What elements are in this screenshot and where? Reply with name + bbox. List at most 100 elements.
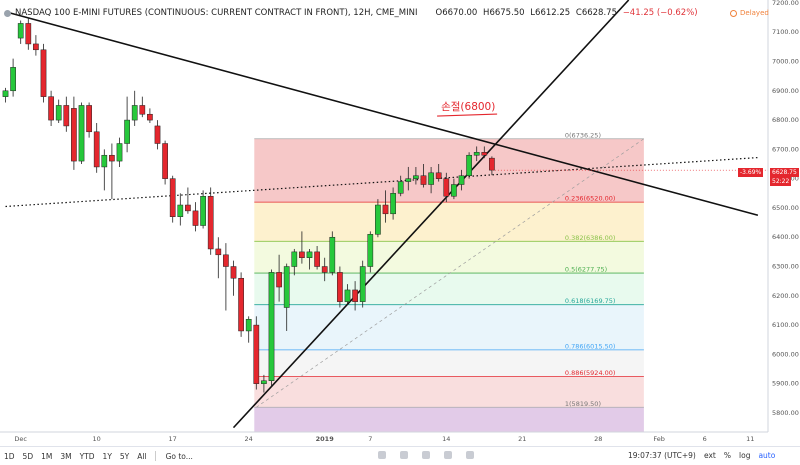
fib-zone-5 (254, 349, 644, 377)
fib-zone-6 (254, 376, 644, 408)
range-button-5d[interactable]: 5D (22, 451, 34, 461)
stop-loss-label: 손절(6800) (441, 100, 495, 113)
candle-body (200, 195, 206, 226)
candle-body (405, 178, 412, 182)
candle-body (443, 178, 450, 197)
candle-body (109, 154, 115, 162)
chart-header: NASDAQ 100 E-MINI FUTURES (CONTINUOUS: C… (0, 0, 768, 26)
toolbar-separator (154, 451, 156, 461)
reset-icon[interactable] (466, 451, 474, 459)
delayed-badge: Delayed (730, 9, 769, 17)
time-tick-label: 17 (169, 435, 177, 443)
range-button-1m[interactable]: 1M (41, 451, 53, 461)
price-tick-label: 6300.00 (772, 263, 799, 271)
fib-label-1: 0.236(6520.00) (565, 195, 616, 203)
fib-label-2: 0.382(6386.00) (565, 234, 616, 242)
candle-body (359, 266, 366, 302)
candle-body (329, 236, 336, 273)
candle-body (321, 266, 328, 273)
candle-body (451, 184, 457, 197)
candle-body (352, 289, 358, 302)
auto-toggle[interactable]: auto (758, 451, 776, 460)
candle-body (177, 204, 184, 217)
range-button-3m[interactable]: 3M (60, 451, 72, 461)
time-tick-label: 21 (518, 435, 526, 443)
symbol-title: NASDAQ 100 E-MINI FUTURES (CONTINUOUS: C… (15, 8, 418, 18)
range-button-5y[interactable]: 5Y (119, 451, 130, 461)
candle-body (435, 172, 442, 179)
candle-body (71, 108, 77, 162)
candle-body (116, 143, 123, 162)
fib-label-4: 0.618(6169.75) (565, 297, 616, 305)
candle-body (17, 23, 24, 39)
ext-toggle[interactable]: ext (704, 451, 716, 460)
ohlc-readout: O6670.00 H6675.50 L6612.25 C6628.75 −41.… (436, 8, 701, 18)
high-value: H6675.50 (483, 8, 525, 18)
goto-label: Go to... (165, 451, 193, 461)
time-tick-label: 11 (746, 435, 754, 443)
stop-loss-underline (437, 113, 498, 117)
symbol-info[interactable]: NASDAQ 100 E-MINI FUTURES (CONTINUOUS: C… (4, 8, 418, 18)
price-tick-label: 5900.00 (772, 380, 799, 388)
candle-body (382, 204, 389, 215)
candle-body (55, 105, 62, 121)
candle-body (268, 272, 275, 381)
candle-body (192, 210, 199, 226)
trendline-uptrend[interactable] (232, 0, 630, 429)
candle-body (169, 178, 176, 217)
candle-body (2, 90, 9, 97)
trendline-horizontal-trend[interactable] (5, 156, 758, 208)
change-value: −41.25 (−0.62%) (622, 8, 698, 18)
price-tick-label: 7000.00 (772, 58, 799, 66)
fib-label-7: 1(5819.50) (565, 400, 601, 408)
price-tick-label: 6900.00 (772, 87, 799, 95)
candle-body (466, 154, 472, 176)
range-button-1d[interactable]: 1D (4, 451, 15, 461)
delayed-label: Delayed (740, 9, 769, 17)
fib-zone-1 (254, 202, 644, 242)
range-button-1y[interactable]: 1Y (102, 451, 112, 461)
log-toggle[interactable]: log (739, 451, 751, 460)
candle-body (215, 248, 222, 256)
goto-button[interactable]: Go to... (166, 452, 193, 461)
last-price-badge: 6628.75 (770, 168, 799, 177)
candle-body (147, 113, 153, 121)
time-tick-label: 7 (368, 435, 372, 443)
time-tick-label: Feb (653, 435, 665, 443)
candle-body (489, 157, 495, 171)
candle-body (25, 23, 32, 45)
fib-label-0: 0(6736.25) (565, 131, 601, 139)
range-button-ytd[interactable]: YTD (79, 451, 95, 461)
price-tick-label: 7100.00 (772, 28, 799, 36)
time-tick-label: 28 (594, 435, 602, 443)
zoom-out-icon[interactable] (378, 451, 386, 459)
percent-toggle[interactable]: % (723, 451, 732, 460)
open-value: O6670.00 (435, 8, 478, 18)
candle-body (101, 154, 108, 168)
scroll-right-icon[interactable] (444, 451, 452, 459)
price-tick-label: 6400.00 (772, 233, 799, 241)
scale-options: ext % log auto (704, 451, 775, 460)
candle-body (207, 195, 214, 250)
fib-label-3: 0.5(6277.75) (565, 266, 607, 274)
trendline-downtrend[interactable] (5, 10, 759, 217)
clock-icon (730, 9, 737, 17)
fib-label-6: 0.886(5924.00) (565, 369, 616, 377)
range-button-all[interactable]: All (137, 451, 147, 461)
last-price-text: 6628.75 (772, 169, 797, 176)
zoom-in-icon[interactable] (400, 451, 408, 459)
price-tick-label: 6800.00 (772, 116, 799, 124)
time-tick-label: 24 (245, 435, 253, 443)
candle-body (230, 266, 237, 279)
change-badge-text: -3.69% (740, 169, 762, 176)
candle-body (306, 251, 313, 258)
candle-body (162, 143, 168, 179)
price-tick-label: 6000.00 (772, 350, 799, 358)
candle-body (314, 251, 320, 267)
candle-body (390, 193, 396, 215)
scroll-left-icon[interactable] (422, 451, 430, 459)
candle-body (428, 172, 434, 185)
fib-zone-3 (254, 273, 644, 305)
candle-body (344, 289, 351, 302)
